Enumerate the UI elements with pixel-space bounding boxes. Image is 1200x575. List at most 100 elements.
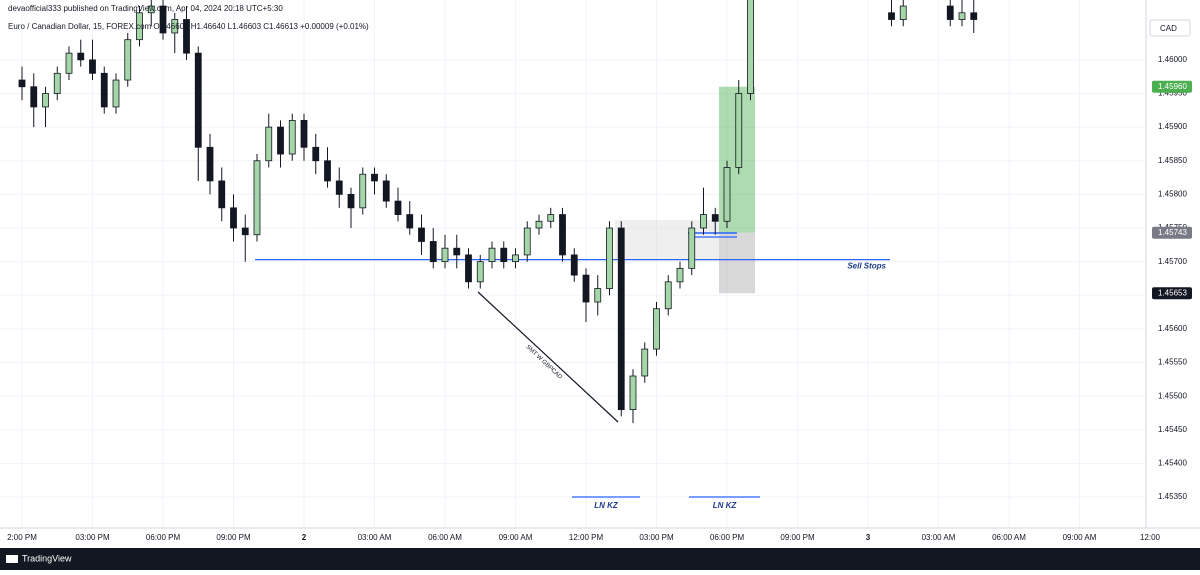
y-tick-label: 1.45950 xyxy=(1158,89,1187,98)
candle-body xyxy=(570,254,578,276)
price-badge-label: 1.45743 xyxy=(1158,228,1187,237)
x-tick-label: 2:00 PM xyxy=(7,533,37,542)
candle-body xyxy=(159,5,167,34)
candle-body xyxy=(523,227,531,256)
candle-body xyxy=(312,146,320,162)
candle-body xyxy=(230,207,237,229)
candle-body xyxy=(265,126,273,162)
price-badge xyxy=(1152,80,1192,93)
candle-body xyxy=(406,214,414,229)
candle-body xyxy=(899,5,907,20)
candle-body xyxy=(100,72,108,108)
candle-body xyxy=(465,254,472,283)
candle-body xyxy=(335,180,343,195)
y-tick-label: 1.45900 xyxy=(1158,122,1187,131)
candle-body xyxy=(512,254,519,263)
candle-body xyxy=(711,214,719,222)
candle-body xyxy=(300,119,308,148)
candle-body xyxy=(371,173,378,182)
x-tick-label: 12:00 xyxy=(1140,533,1161,542)
candle-body xyxy=(735,93,743,168)
candle-body xyxy=(664,281,672,310)
candle-body xyxy=(65,52,73,74)
price-badge-label: 1.45960 xyxy=(1158,82,1187,91)
candle-body xyxy=(394,200,402,215)
candle-body xyxy=(700,214,707,229)
candle-body xyxy=(30,86,38,108)
candle-body xyxy=(183,19,190,54)
candle-body xyxy=(288,119,296,155)
candle-body xyxy=(617,227,625,411)
logo-icon xyxy=(6,555,18,563)
candle-body xyxy=(547,214,555,222)
candle-body xyxy=(653,308,660,350)
candle-body xyxy=(946,5,954,20)
y-tick-label: 1.45550 xyxy=(1158,358,1187,367)
candle-body xyxy=(241,227,249,236)
kill-zone-label: LN KZ xyxy=(594,501,619,510)
y-tick-label: 1.45400 xyxy=(1158,459,1187,468)
candle-body xyxy=(476,261,484,283)
price-badge xyxy=(1152,287,1192,300)
y-tick-label: 1.46000 xyxy=(1158,55,1187,64)
kill-zone-label: LN KZ xyxy=(713,501,738,510)
candle-body xyxy=(136,12,143,41)
candle-body xyxy=(418,227,425,242)
candle-body xyxy=(359,173,367,209)
smt-line xyxy=(477,291,619,423)
candle-body xyxy=(629,375,637,411)
candle-body xyxy=(535,220,543,229)
candle-body xyxy=(53,72,61,94)
y-tick-label: 1.45500 xyxy=(1158,391,1187,400)
footer-bar xyxy=(0,548,1200,570)
candle-body xyxy=(441,247,449,263)
candle-body xyxy=(429,241,437,263)
y-tick-label: 1.45600 xyxy=(1158,324,1187,333)
candle-body xyxy=(723,167,731,222)
x-tick-label: 2 xyxy=(302,533,307,542)
x-tick-label: 06:00 AM xyxy=(428,533,462,542)
x-tick-label: 03:00 AM xyxy=(358,533,392,542)
x-tick-label: 09:00 AM xyxy=(499,533,533,542)
x-tick-label: 09:00 PM xyxy=(216,533,251,542)
y-tick-label: 1.45700 xyxy=(1158,257,1187,266)
candle-body xyxy=(18,79,26,88)
candle-body xyxy=(194,52,202,148)
header: devaofficial333 published on TradingView… xyxy=(8,4,283,13)
symbol-line: Euro / Canadian Dollar, 15, FOREX.com O1… xyxy=(8,22,369,31)
candle-body xyxy=(171,19,179,34)
candle-body xyxy=(218,180,226,209)
candle-body xyxy=(676,267,684,283)
price-badge-label: 1.45653 xyxy=(1158,288,1187,297)
currency-box xyxy=(1149,19,1191,37)
y-tick-label: 1.45450 xyxy=(1158,425,1187,434)
x-tick-label: 03:00 PM xyxy=(639,533,674,542)
x-tick-label: 03:00 AM xyxy=(922,533,956,542)
candle-body xyxy=(888,12,895,20)
sell-stops-label: Sell Stops xyxy=(847,262,886,271)
candle-body xyxy=(124,39,132,81)
currency-label: CAD xyxy=(1160,24,1177,33)
candle-body xyxy=(324,160,331,182)
x-tick-label: 3 xyxy=(866,533,871,542)
candle-body xyxy=(347,193,355,209)
candle-body xyxy=(112,79,120,108)
x-tick-label: 12:00 PM xyxy=(569,533,604,542)
x-tick-label: 09:00 PM xyxy=(780,533,815,542)
candle-body xyxy=(77,52,85,61)
x-tick-label: 06:00 PM xyxy=(146,533,181,542)
x-tick-label: 06:00 PM xyxy=(710,533,745,542)
candle-body xyxy=(253,160,261,236)
candle-body xyxy=(488,247,496,263)
candle-body xyxy=(147,5,155,14)
candle-body xyxy=(206,146,214,182)
candle-body xyxy=(42,93,49,108)
candle-body xyxy=(89,59,96,74)
candle-body xyxy=(594,288,602,303)
candle-body xyxy=(500,247,508,263)
x-tick-label: 03:00 PM xyxy=(75,533,110,542)
candle-body xyxy=(688,227,696,269)
